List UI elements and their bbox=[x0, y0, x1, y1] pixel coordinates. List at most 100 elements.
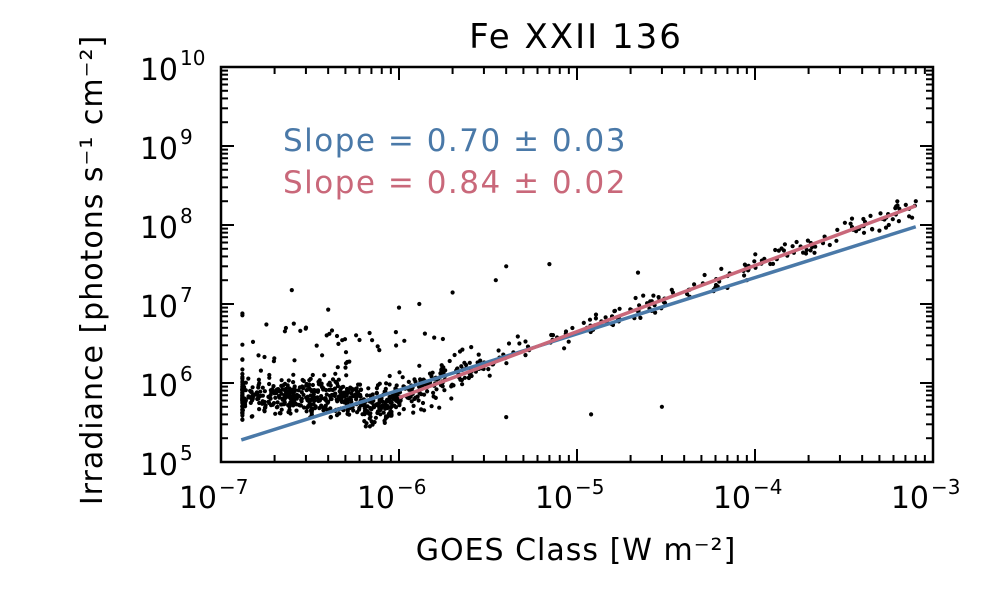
y-tick-exponent: 9 bbox=[180, 125, 193, 149]
scatter-point bbox=[801, 250, 806, 255]
scatter-point bbox=[256, 385, 261, 390]
scatter-point bbox=[250, 414, 255, 419]
scatter-point bbox=[383, 406, 388, 411]
scatter-point bbox=[332, 386, 337, 391]
scatter-point bbox=[462, 375, 467, 380]
scatter-point bbox=[339, 385, 344, 390]
scatter-point bbox=[827, 242, 832, 248]
scatter-point bbox=[442, 388, 447, 393]
scatter-point bbox=[358, 387, 364, 392]
scatter-point bbox=[742, 262, 748, 267]
scatter-point bbox=[438, 371, 443, 376]
scatter-point bbox=[299, 399, 304, 404]
scatter-point bbox=[258, 389, 263, 394]
scatter-point bbox=[310, 372, 315, 378]
scatter-point bbox=[380, 399, 385, 404]
scatter-point bbox=[328, 396, 333, 401]
scatter-point bbox=[349, 391, 354, 396]
scatter-point bbox=[285, 392, 290, 397]
scatter-point bbox=[301, 378, 306, 384]
scatter-point bbox=[335, 384, 340, 389]
scatter-point bbox=[370, 338, 375, 343]
scatter-point bbox=[254, 390, 259, 395]
scatter-point bbox=[462, 360, 467, 365]
scatter-point bbox=[402, 338, 407, 343]
scatter-point bbox=[328, 415, 333, 420]
scatter-point bbox=[457, 349, 463, 354]
scatter-point bbox=[487, 373, 492, 378]
scatter-point bbox=[430, 370, 435, 375]
scatter-point bbox=[323, 396, 328, 401]
scatter-point bbox=[422, 331, 427, 336]
scatter-point bbox=[400, 375, 405, 380]
x-tick-label: 10 bbox=[713, 481, 751, 516]
scatter-point bbox=[321, 387, 326, 392]
scatter-point bbox=[375, 383, 381, 388]
scatter-point bbox=[250, 385, 255, 390]
scatter-point bbox=[301, 405, 307, 410]
scatter-point bbox=[617, 306, 622, 311]
scatter-point bbox=[773, 247, 778, 253]
scatter-point bbox=[240, 367, 245, 372]
scatter-point bbox=[319, 396, 324, 401]
scatter-point bbox=[779, 246, 784, 251]
scatter-point bbox=[870, 226, 875, 232]
scatter-point bbox=[264, 322, 269, 327]
scatter-point bbox=[288, 400, 293, 405]
scatter-point bbox=[262, 409, 267, 414]
scatter-point bbox=[372, 405, 377, 410]
scatter-point bbox=[895, 199, 900, 204]
fit-lines bbox=[240, 204, 917, 442]
scatter-point bbox=[894, 204, 899, 209]
scatter-point bbox=[336, 341, 341, 346]
scatter-point bbox=[289, 288, 294, 293]
scatter-point bbox=[240, 400, 245, 405]
scatter-point bbox=[307, 382, 312, 387]
scatter-point bbox=[364, 421, 369, 426]
scatter-point bbox=[343, 365, 348, 370]
scatter-point bbox=[713, 282, 719, 288]
scatter-point bbox=[340, 338, 345, 343]
scatter-point bbox=[702, 272, 707, 278]
scatter-point bbox=[347, 359, 352, 364]
scatter-point bbox=[415, 394, 420, 399]
scatter-point bbox=[387, 395, 392, 400]
scatter-point bbox=[391, 396, 396, 401]
scatter-point bbox=[460, 382, 465, 387]
scatter-point bbox=[523, 339, 528, 344]
x-tick-exponent: −4 bbox=[753, 475, 782, 499]
scatter-point bbox=[635, 270, 641, 275]
scatter-point bbox=[308, 402, 313, 407]
scatter-point bbox=[633, 295, 638, 301]
scatter-point bbox=[581, 320, 586, 325]
scatter-point bbox=[291, 396, 297, 401]
scatter-point bbox=[868, 213, 873, 218]
scatter-point bbox=[384, 381, 389, 386]
scatter-point bbox=[752, 259, 757, 264]
scatter-point bbox=[375, 344, 380, 349]
scatter-point bbox=[381, 410, 386, 415]
scatter-point bbox=[842, 220, 848, 225]
scatter-point bbox=[240, 357, 245, 362]
scatter-point bbox=[312, 406, 318, 411]
scatter-point bbox=[320, 405, 325, 410]
scatter-point bbox=[304, 388, 309, 393]
scatter-point bbox=[248, 389, 254, 394]
scatter-point bbox=[753, 252, 758, 257]
scatter-point bbox=[486, 367, 491, 372]
scatter-point bbox=[804, 247, 809, 253]
x-tick-label: 10 bbox=[179, 481, 217, 516]
scatter-point bbox=[258, 368, 263, 373]
scatter-point bbox=[449, 396, 454, 401]
scatter-point bbox=[417, 363, 422, 368]
scatter-point bbox=[240, 382, 245, 387]
scatter-point bbox=[313, 389, 318, 394]
fit-blue-line bbox=[240, 225, 917, 442]
scatter-point bbox=[243, 388, 248, 393]
scatter-point bbox=[441, 365, 446, 370]
y-tick-label: 10 bbox=[140, 369, 178, 404]
scatter-point bbox=[849, 216, 855, 221]
scatter-point bbox=[344, 390, 349, 395]
scatter-point bbox=[275, 404, 280, 409]
scatter-point bbox=[267, 381, 272, 387]
